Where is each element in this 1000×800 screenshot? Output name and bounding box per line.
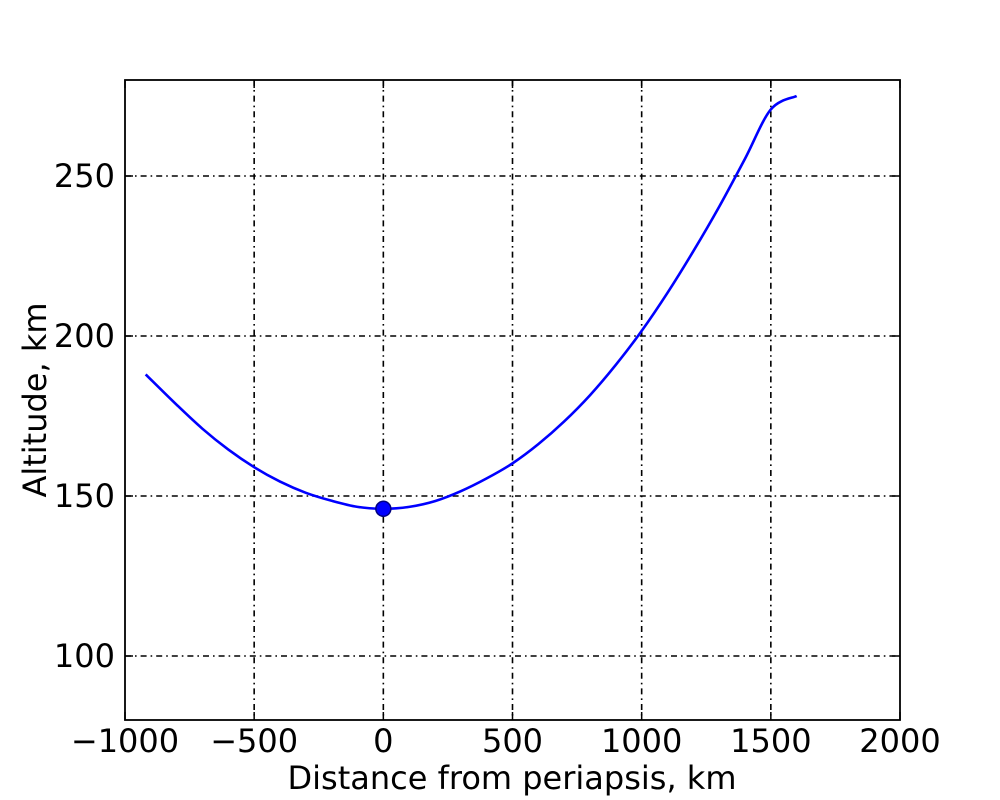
x-tick-label: 1500 [730, 722, 811, 760]
periapsis-marker [375, 500, 392, 518]
y-tick-label: 100 [54, 637, 115, 675]
y-tick-label: 200 [54, 317, 115, 355]
tick-layer [124, 80, 901, 720]
y-tick-label: 150 [54, 477, 115, 515]
label-layer: −1000 −500 0 500 1000 1500 2000 100 150 200 250 [54, 157, 941, 760]
data-layer [144, 94, 798, 518]
x-tick-label: −500 [210, 722, 298, 760]
altitude-curve [144, 94, 798, 511]
y-tick-label: 250 [54, 157, 115, 195]
x-tick-label: 1000 [601, 722, 682, 760]
x-tick-label: 500 [482, 722, 543, 760]
x-axis-label: Distance from periapsis, km [288, 759, 737, 797]
x-tick-label: 2000 [859, 722, 940, 760]
x-tick-label: 0 [373, 722, 393, 760]
grid-layer [125, 80, 900, 720]
y-axis-label: Altitude, km [16, 302, 54, 497]
x-tick-label: −1000 [71, 722, 179, 760]
